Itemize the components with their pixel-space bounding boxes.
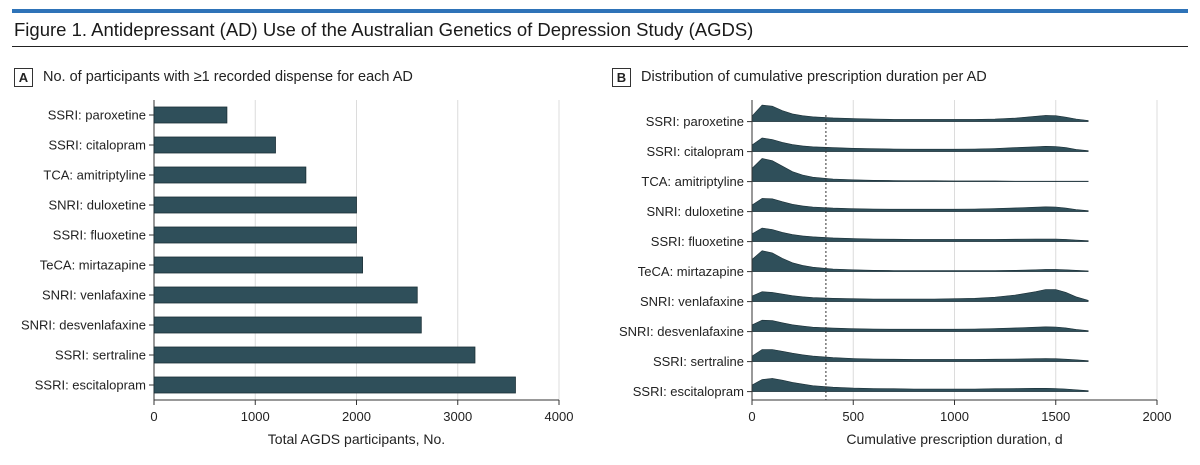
y-tick-label: SSRI: fluoxetine [651,234,744,249]
density-ridge [751,227,1089,242]
bar [153,196,357,214]
x-tick-label: 3000 [443,409,472,424]
y-tick-label: SSRI: fluoxetine [53,228,146,243]
panel-b-letter: B [612,67,631,87]
y-tick-label: SNRI: venlafaxine [640,294,744,309]
bar [153,136,276,154]
y-tick-label: TeCA: mirtazapine [638,264,744,279]
bar [153,286,418,304]
title-divider [12,46,1188,47]
y-tick-label: SNRI: duloxetine [646,204,744,219]
bar [153,166,307,184]
y-tick-label: SSRI: paroxetine [646,114,744,129]
x-tick-label: 2000 [1143,409,1172,424]
y-tick-label: SNRI: venlafaxine [42,288,146,303]
x-tick-label: 2000 [342,409,371,424]
density-ridge [751,250,1089,272]
y-tick-label: SSRI: sertraline [653,354,744,369]
x-tick-label: 1000 [241,409,270,424]
y-tick-label: SSRI: citalopram [48,138,146,153]
x-tick-label: 4000 [545,409,574,424]
y-tick-label: TeCA: mirtazapine [40,258,146,273]
density-ridge [751,289,1089,302]
ridgeline-chart-panel-b: SSRI: paroxetine SSRI: citalopram TCA: ami… [619,100,1171,447]
density-ridge [751,137,1089,152]
y-tick-label: SSRI: escitalopram [633,384,744,399]
panel-b-header: B Distribution of cumulative prescriptio… [612,66,987,88]
panel-a-header: A No. of participants with ≥1 recorded d… [14,66,413,88]
bar [153,226,357,244]
density-ridge [751,198,1089,212]
density-ridge [751,158,1089,182]
y-tick-label: TCA: amitriptyline [641,174,744,189]
x-axis-title: Cumulative prescription duration, d [846,431,1062,447]
x-tick-label: 1000 [940,409,969,424]
y-tick-label: TCA: amitriptyline [43,168,146,183]
density-ridge [751,104,1089,122]
bar [153,316,422,334]
y-tick-label: SNRI: desvenlafaxine [21,318,146,333]
bar [153,106,228,124]
bar [153,256,363,274]
x-tick-label: 500 [842,409,864,424]
bar-chart-panel-a: SSRI: paroxetine SSRI: citalopram TCA: ami… [21,100,573,447]
y-tick-label: SSRI: paroxetine [48,108,146,123]
x-tick-label: 0 [748,409,755,424]
panel-a-title: No. of participants with ≥1 recorded dis… [43,69,413,85]
bar [153,376,516,394]
density-ridge [751,378,1089,392]
x-tick-label: 1500 [1041,409,1070,424]
bar [153,346,476,364]
y-tick-label: SNRI: desvenlafaxine [619,324,744,339]
figure-title: Figure 1. Antidepressant (AD) Use of the… [14,19,754,40]
header-accent-rule [12,9,1188,13]
panel-a-letter: A [14,67,33,87]
x-axis-title: Total AGDS participants, No. [268,431,445,447]
y-tick-label: SSRI: escitalopram [35,378,146,393]
y-tick-label: SNRI: duloxetine [48,198,146,213]
y-tick-label: SSRI: sertraline [55,348,146,363]
density-ridge [751,319,1089,332]
density-ridge [751,349,1089,362]
x-tick-label: 0 [150,409,157,424]
panel-b-title: Distribution of cumulative prescription … [641,69,987,85]
y-tick-label: SSRI: citalopram [646,144,744,159]
